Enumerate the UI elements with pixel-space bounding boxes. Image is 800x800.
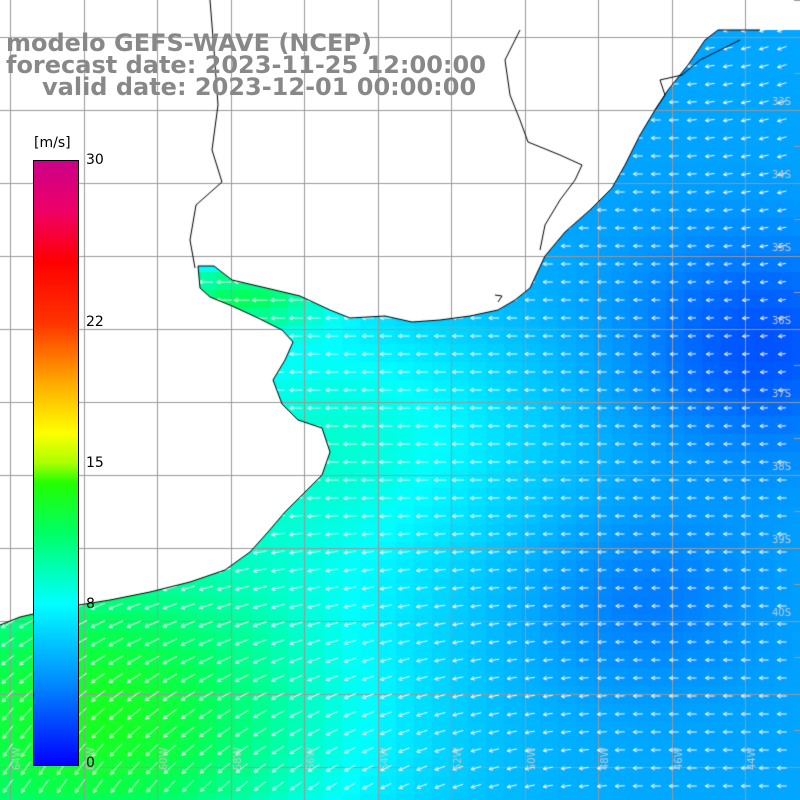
colorbar-tick-label: 15 bbox=[86, 455, 104, 471]
colorbar-tick-label: 0 bbox=[86, 755, 95, 771]
colorbar-tick-label: 8 bbox=[86, 596, 95, 613]
valid-date: valid date: 2023-12-01 00:00:00 bbox=[42, 73, 477, 101]
forecast-date: forecast date: 2023-11-25 12:00:00 bbox=[6, 51, 486, 79]
colorbar-unit: [m/s] bbox=[34, 135, 71, 151]
model-title: modelo GEFS-WAVE (NCEP) bbox=[6, 29, 372, 57]
colorbar-tick-label: 22 bbox=[86, 313, 104, 330]
colorbar-tick-label: 30 bbox=[86, 152, 104, 168]
colorbar bbox=[33, 160, 79, 766]
